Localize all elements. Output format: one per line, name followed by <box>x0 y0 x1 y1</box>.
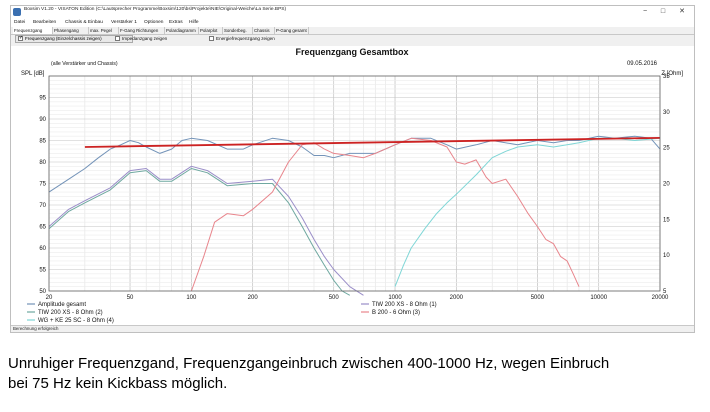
option-label: Energiefrequenzgang zeigen <box>216 36 275 41</box>
maximize-button[interactable]: □ <box>660 8 666 15</box>
x-tick-label: 50 <box>127 295 134 301</box>
x-tick-label: 500 <box>329 295 340 301</box>
y-tick-label: 50 <box>39 289 46 295</box>
series-line <box>48 135 661 193</box>
chart-legend: Amplitude gesamt TIW 200 XS - 8 Ohm (1) TI… <box>27 302 437 324</box>
app-icon <box>13 8 21 16</box>
caption: Unruhiger Frequenzgand, Frequenzgangeinb… <box>8 354 703 394</box>
checkbox-icon <box>115 36 120 42</box>
x-tick-label: 1000 <box>388 295 402 301</box>
y-tick-label: 55 <box>39 268 46 274</box>
checkbox-icon <box>209 36 214 42</box>
x-tick-label: 20000 <box>652 295 669 301</box>
legend-label: B 200 - 6 Ohm (3) <box>372 310 420 316</box>
option-label: Impedanzgang zeigen <box>122 36 168 41</box>
chart-date: 09.05.2016 <box>627 61 658 67</box>
x-tick-label: 20 <box>46 295 53 301</box>
legend-label: Amplitude gesamt <box>38 302 86 308</box>
chart-ticks: 20 50 100 200 500 1000 2000 5000 10000 2000050556… <box>39 74 670 301</box>
y2-tick-label: 35 <box>663 74 670 80</box>
x-tick-label: 2000 <box>450 295 464 301</box>
y2-axis-label: Z [Ohm] <box>661 71 683 77</box>
x-tick-label: 200 <box>248 295 259 301</box>
y2-tick-label: 25 <box>663 146 670 152</box>
x-tick-label: 5000 <box>531 295 545 301</box>
checkbox-checked-icon: ✓ <box>18 35 24 42</box>
tab-fgang-richtungen[interactable]: F-Gang Richtungen <box>119 27 165 34</box>
app-window: Boxsim V1.20 - VISATON Edition (C:\Lauts… <box>10 5 695 333</box>
y-tick-label: 65 <box>39 225 46 231</box>
chart-background <box>11 46 694 326</box>
option-impedanzgang[interactable]: Impedanzgang zeigen <box>115 36 168 42</box>
frequency-response-chart: Frequenzgang Gesamtbox (alle Verstärker … <box>11 46 694 326</box>
menu-extras[interactable]: Extras <box>169 20 183 25</box>
x-tick-label: 100 <box>186 295 197 301</box>
chart-title: Frequenzgang Gesamtbox <box>295 47 408 57</box>
tab-frequenzgang[interactable]: Frequenzgang <box>13 27 53 34</box>
tab-phasengang[interactable]: Phasengang <box>53 27 89 34</box>
tab-polarplot[interactable]: Polarplot <box>199 27 223 34</box>
caption-line-2: bei 75 Hz kein Kickbass möglich. <box>8 375 228 392</box>
legend-label: TIW 200 XS - 8 Ohm (1) <box>372 302 437 308</box>
y2-tick-label: 20 <box>663 182 670 188</box>
y2-tick-label: 30 <box>663 110 670 116</box>
minimize-button[interactable]: − <box>642 8 648 15</box>
menu-chassis[interactable]: Chassis & Einbau <box>65 20 103 25</box>
option-frequenzgang-einzelchassis[interactable]: ✓ Frequenzgang (Einzelchassis zeigen) <box>15 35 133 43</box>
menu-bar: Datei Bearbeiten Chassis & Einbau Verstä… <box>11 19 694 27</box>
menu-verstaerker[interactable]: Verstärker 1 <box>111 20 137 25</box>
caption-line-1: Unruhiger Frequenzgand, Frequenzgangeinb… <box>8 355 610 372</box>
y-tick-label: 75 <box>39 182 46 188</box>
series-line <box>48 165 364 296</box>
menu-optionen[interactable]: Optionen <box>144 20 164 25</box>
tab-polardiagramm[interactable]: Polardiagramm <box>165 27 199 34</box>
status-bar: Berechnung erfolgreich <box>11 325 694 332</box>
y-tick-label: 90 <box>39 117 46 123</box>
y-tick-label: 70 <box>39 203 46 209</box>
legend-label: TIW 200 XS - 8 Ohm (2) <box>38 310 103 316</box>
y-tick-label: 80 <box>39 160 46 166</box>
chart-series <box>48 135 661 296</box>
plot-frame <box>48 75 661 292</box>
y2-tick-label: 10 <box>663 253 670 259</box>
y2-tick-label: 15 <box>663 217 670 223</box>
trend-line <box>84 137 661 148</box>
status-text: Berechnung erfolgreich <box>13 326 59 331</box>
close-button[interactable]: ✕ <box>679 8 685 15</box>
menu-hilfe[interactable]: Hilfe <box>189 20 199 25</box>
option-energiefrequenzgang[interactable]: Energiefrequenzgang zeigen <box>209 36 275 42</box>
y-tick-label: 85 <box>39 139 46 145</box>
menu-datei[interactable]: Datei <box>14 20 26 25</box>
series-line <box>190 137 580 292</box>
tab-bar: Frequenzgang Phasengang max. Pegel F-Gan… <box>11 27 694 35</box>
title-bar: Boxsim V1.20 - VISATON Edition (C:\Lauts… <box>11 6 694 19</box>
tab-chassis[interactable]: Chassis <box>253 27 275 34</box>
options-bar: ✓ Frequenzgang (Einzelchassis zeigen) Imp… <box>11 35 694 44</box>
y-tick-label: 95 <box>39 96 46 102</box>
tab-pgang-gesamt[interactable]: P-Gang gesamt <box>275 27 309 34</box>
y-axis-label: SPL [dB] <box>21 71 45 77</box>
x-tick-label: 10000 <box>590 295 607 301</box>
chart-grid <box>48 75 661 292</box>
y-tick-label: 60 <box>39 246 46 252</box>
series-line <box>48 168 351 296</box>
window-title: Boxsim V1.20 - VISATON Edition (C:\Lauts… <box>24 7 287 12</box>
option-label: Frequenzgang (Einzelchassis zeigen) <box>25 36 102 41</box>
tab-max-pegel[interactable]: max. Pegel <box>89 27 119 34</box>
menu-bearbeiten[interactable]: Bearbeiten <box>33 20 57 25</box>
y2-tick-label: 5 <box>663 289 667 295</box>
tab-sonderbeg[interactable]: Sonderbeg. <box>223 27 253 34</box>
chart-subtitle: (alle Verstärker und Chassis) <box>51 61 118 67</box>
legend-label: WG + KE 25 SC - 8 Ohm (4) <box>38 318 114 324</box>
